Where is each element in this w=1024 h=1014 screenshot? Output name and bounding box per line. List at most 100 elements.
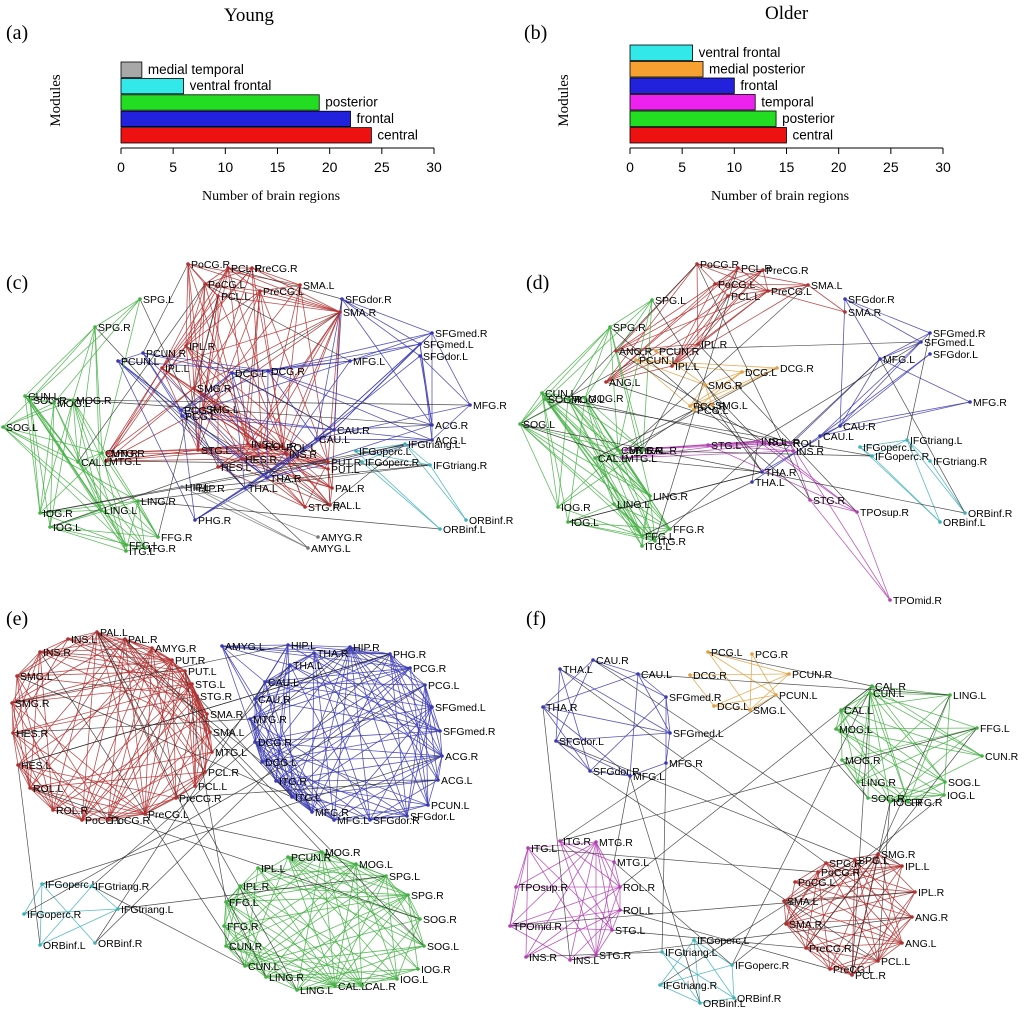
node-label-MOG.L: MOG.L bbox=[571, 394, 605, 406]
edge bbox=[595, 929, 613, 956]
node-label-MTG.R: MTG.R bbox=[599, 837, 633, 849]
edge bbox=[527, 841, 597, 849]
node-SFGmed.L bbox=[668, 731, 672, 735]
edge bbox=[671, 269, 764, 367]
edge bbox=[407, 894, 421, 920]
edge bbox=[137, 464, 431, 502]
edge bbox=[194, 695, 198, 787]
edge bbox=[39, 651, 246, 967]
edge bbox=[689, 673, 790, 676]
edge bbox=[611, 909, 621, 931]
edge bbox=[819, 353, 931, 437]
node-SOG.R bbox=[28, 398, 32, 402]
edge bbox=[659, 939, 695, 986]
node-ITG.L bbox=[124, 549, 128, 553]
node-label-ACG.R: ACG.R bbox=[445, 751, 479, 763]
edge bbox=[181, 415, 246, 489]
node-label-IOG.R: IOG.R bbox=[43, 508, 73, 520]
x-tick-label: 30 bbox=[935, 159, 951, 175]
node-ORBinf.L bbox=[438, 527, 442, 531]
edge bbox=[869, 692, 909, 803]
edge bbox=[819, 401, 971, 437]
edge bbox=[204, 267, 229, 285]
edge bbox=[196, 695, 208, 715]
edge bbox=[221, 644, 289, 647]
node-STG.L bbox=[610, 928, 614, 932]
edge bbox=[594, 457, 615, 505]
edge bbox=[615, 290, 769, 352]
node-DCG.R bbox=[775, 366, 779, 370]
edge bbox=[221, 645, 256, 700]
edge bbox=[254, 706, 433, 743]
edge bbox=[439, 730, 443, 757]
edge bbox=[871, 685, 951, 696]
edge bbox=[659, 964, 733, 986]
edge bbox=[202, 311, 341, 410]
node-label-SFGdor.L: SFGdor.L bbox=[423, 351, 468, 363]
edge bbox=[693, 939, 735, 999]
edge bbox=[689, 371, 743, 407]
node-LING.L bbox=[295, 988, 299, 992]
edge bbox=[525, 951, 663, 958]
node-label-SFGmed.R: SFGmed.R bbox=[933, 328, 986, 340]
bar-central bbox=[629, 127, 787, 144]
edge bbox=[52, 713, 208, 811]
edge bbox=[254, 741, 429, 806]
node-PUT.L bbox=[183, 669, 187, 673]
node-label-CAL.L: CAL.L bbox=[844, 705, 873, 717]
edge bbox=[16, 638, 69, 677]
node-label-LING.R: LING.R bbox=[653, 491, 688, 503]
node-label-IOG.L: IOG.L bbox=[400, 974, 428, 986]
node-label-INS.L: INS.L bbox=[251, 439, 277, 451]
node-label-LING.R: LING.R bbox=[141, 496, 176, 508]
edge bbox=[291, 779, 439, 798]
node-label-ORBinf.R: ORBinf.R bbox=[469, 515, 514, 527]
edge bbox=[839, 401, 971, 427]
node-INS.R bbox=[38, 650, 42, 654]
edge bbox=[889, 727, 978, 803]
edge bbox=[609, 326, 619, 451]
node-label-CUN.L: CUN.L bbox=[248, 961, 280, 973]
node-ROL.R bbox=[618, 885, 622, 889]
edge bbox=[265, 968, 419, 978]
edge bbox=[519, 392, 543, 425]
node-PoCG.L bbox=[203, 282, 207, 286]
edge bbox=[794, 865, 903, 883]
node-label-PCG.R: PCG.R bbox=[693, 401, 727, 413]
edge bbox=[257, 867, 425, 947]
edge bbox=[211, 664, 291, 753]
edge bbox=[541, 392, 586, 399]
node-label-IPL.L: IPL.L bbox=[261, 863, 286, 875]
edge bbox=[840, 694, 951, 711]
node-label-INS.L: INS.L bbox=[71, 634, 97, 646]
edge bbox=[11, 702, 14, 734]
node-label-ANG.L: ANG.L bbox=[609, 377, 641, 389]
node-label-FFG.L: FFG.L bbox=[645, 531, 675, 543]
node-label-SFGmed.R: SFGmed.R bbox=[669, 692, 722, 704]
node-label-CAL.R: CAL.R bbox=[875, 681, 906, 693]
node-PreCG.L bbox=[828, 967, 832, 971]
node-label-MTG.L: MTG.L bbox=[625, 453, 657, 465]
edge bbox=[569, 909, 621, 961]
node-ITG.R bbox=[143, 546, 147, 550]
edge bbox=[39, 883, 43, 946]
edge bbox=[877, 694, 951, 855]
edge bbox=[2, 426, 127, 546]
node-label-MFG.L: MFG.L bbox=[353, 356, 385, 368]
node-label-TPOsup.R: TPOsup.R bbox=[860, 507, 909, 519]
edge bbox=[509, 925, 571, 961]
node-CAL.L bbox=[76, 460, 80, 464]
node-label-SPG.R: SPG.R bbox=[98, 322, 131, 334]
edge bbox=[225, 945, 398, 980]
edge bbox=[707, 444, 858, 513]
node-CUN.L bbox=[868, 691, 872, 695]
edge bbox=[257, 867, 387, 877]
edge bbox=[871, 455, 941, 523]
node-ROL.R bbox=[763, 440, 767, 444]
edge bbox=[509, 925, 613, 931]
edge bbox=[569, 916, 913, 961]
edge bbox=[227, 267, 261, 292]
edge bbox=[334, 875, 387, 987]
edge bbox=[23, 684, 426, 915]
node-label-ORBinf.L: ORBinf.L bbox=[703, 998, 746, 1010]
